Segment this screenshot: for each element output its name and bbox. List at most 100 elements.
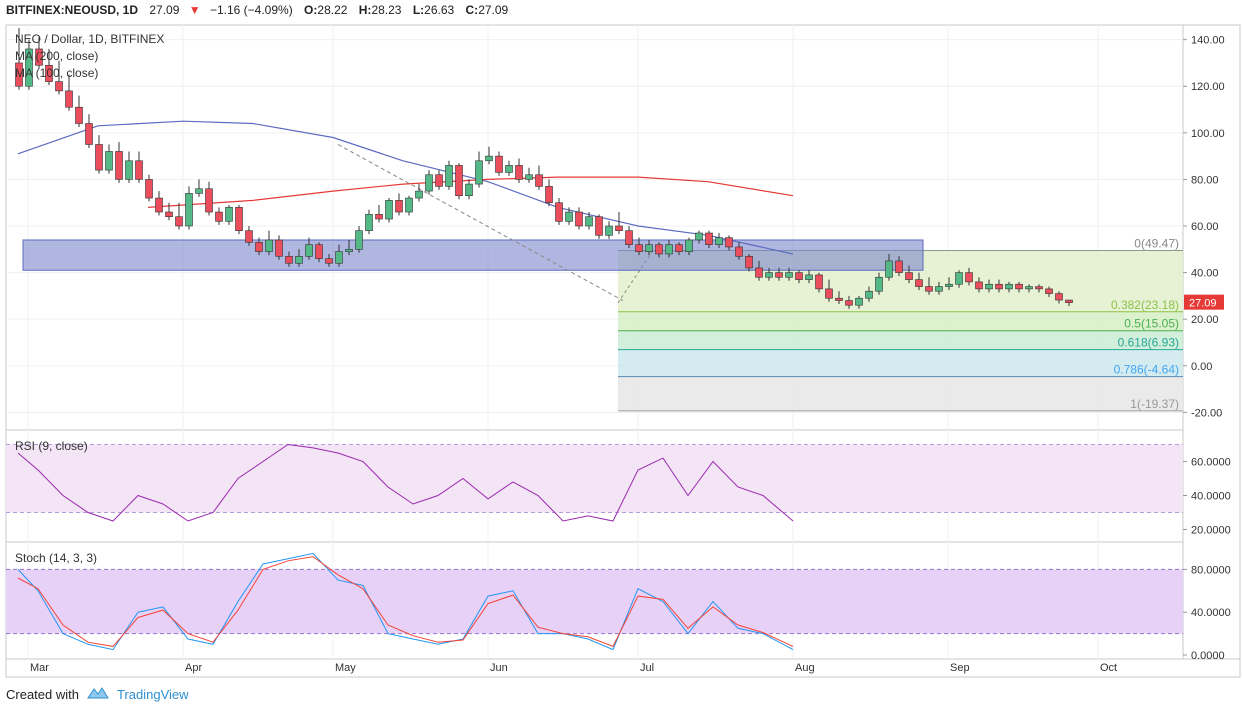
candle-body [155, 197, 163, 213]
candle-body [455, 165, 463, 197]
candle-body [935, 286, 943, 292]
y-tick-label: 60.00 [1191, 221, 1219, 233]
candle-body [645, 244, 653, 252]
candle-body [295, 255, 303, 264]
tradingview-logo-icon[interactable] [87, 686, 109, 703]
candle-body [285, 255, 293, 264]
stoch-d-line [17, 556, 794, 648]
close-value: 27.09 [478, 3, 508, 17]
legend-ma200[interactable]: MA (200, close) [15, 49, 98, 63]
candle-body [685, 239, 693, 252]
change-arrow-icon: ▼ [189, 3, 201, 17]
y-tick-label: -20.00 [1191, 407, 1222, 419]
y-tick-label: 20.00 [1191, 314, 1219, 326]
y-tick-label: 80.00 [1191, 174, 1219, 186]
candle-body [825, 288, 833, 299]
candle-body [95, 144, 103, 171]
candle-body [105, 151, 113, 171]
stoch-title[interactable]: Stoch (14, 3, 3) [15, 551, 97, 565]
candle-body [125, 160, 133, 180]
close-label: C: [466, 3, 479, 17]
candle-body [515, 165, 523, 180]
x-tick-label: Oct [1100, 662, 1117, 674]
open-value: 28.22 [317, 3, 347, 17]
candle-body [805, 274, 813, 280]
candle-body [405, 197, 413, 213]
candle-body [195, 188, 203, 194]
rsi-title[interactable]: RSI (9, close) [15, 439, 88, 453]
candle-body [1025, 286, 1033, 290]
symbol-text: BITFINEX:NEOUSD, 1D [6, 3, 138, 17]
candle-body [235, 207, 243, 231]
time-axis[interactable] [5, 658, 1241, 678]
candle-body [885, 260, 893, 278]
candle-body [955, 272, 963, 285]
candle-body [165, 211, 173, 217]
candle-body [365, 214, 373, 231]
x-tick-label: Apr [185, 662, 202, 674]
candle-body [795, 272, 803, 280]
candle-body [775, 272, 783, 278]
x-tick-label: Mar [30, 662, 49, 674]
price-axis[interactable] [1182, 24, 1241, 660]
candle-body [355, 230, 363, 250]
candle-body [255, 242, 263, 252]
candle-body [675, 244, 683, 252]
candle-body [445, 165, 453, 187]
fib-level-label: 0.786(-4.64) [1114, 363, 1179, 377]
candle-body [325, 258, 333, 264]
candle-body [615, 225, 623, 231]
ma200-line [147, 176, 794, 208]
candle-body [705, 232, 713, 245]
candle-body [35, 48, 43, 66]
candle-body [785, 272, 793, 278]
candle-body [335, 251, 343, 264]
candle-body [565, 211, 573, 222]
tradingview-link[interactable]: TradingView [116, 686, 189, 702]
stoch-band [6, 569, 1183, 634]
candle-body [1035, 286, 1043, 290]
candle-body [715, 237, 723, 245]
low-value: 26.63 [424, 3, 454, 17]
candle-body [425, 174, 433, 192]
candle-body [65, 90, 73, 108]
candle-body [605, 225, 613, 236]
fib-zone [618, 311, 1183, 331]
candle-body [865, 290, 873, 299]
fib-zone [618, 349, 1183, 377]
legend-title[interactable]: NEO / Dollar, 1D, BITFINEX [15, 32, 164, 46]
candle-body [475, 160, 483, 185]
candle-body [695, 232, 703, 241]
x-tick-label: Aug [795, 662, 815, 674]
candle-body [915, 279, 923, 287]
rsi-tick-label: 40.0000 [1191, 491, 1231, 503]
candle-body [495, 155, 503, 173]
candle-body [1015, 283, 1023, 290]
candle-body [75, 106, 83, 124]
candle-body [995, 283, 1003, 290]
x-tick-label: May [335, 662, 356, 674]
rsi-tick-label: 20.0000 [1191, 525, 1231, 537]
fib-level-label: 0.5(15.05) [1124, 317, 1179, 331]
price-badge-text: 27.09 [1189, 298, 1217, 310]
candle-body [595, 216, 603, 236]
candle-body [635, 244, 643, 252]
candle-body [135, 160, 143, 180]
candle-body [925, 286, 933, 292]
candle-body [505, 165, 513, 173]
candle-body [1005, 283, 1013, 290]
candle-body [945, 283, 953, 287]
fib-anchor-line [617, 250, 654, 304]
stoch-tick-label: 0.0000 [1191, 650, 1225, 662]
candle-body [245, 230, 253, 243]
stoch-k-line [17, 552, 794, 651]
candle-body [1045, 288, 1053, 294]
legend-ma100[interactable]: MA (100, close) [15, 66, 98, 80]
candle-body [725, 237, 733, 248]
candle-body [175, 216, 183, 227]
created-with-text: Created with [6, 686, 79, 702]
y-tick-label: 120.00 [1191, 81, 1225, 93]
candle-body [735, 246, 743, 257]
candle-body [185, 193, 193, 227]
